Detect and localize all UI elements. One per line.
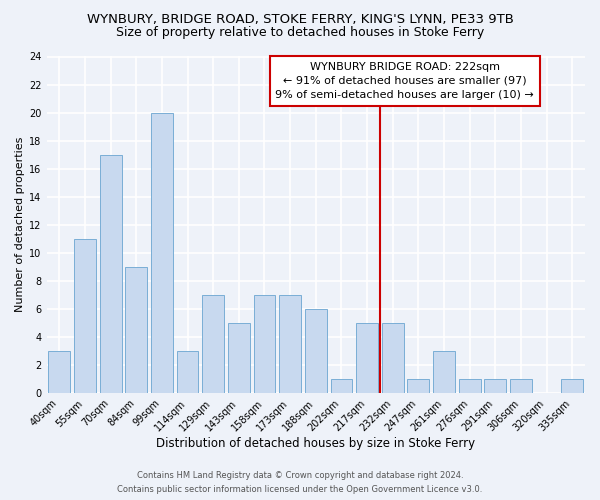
Text: WYNBURY BRIDGE ROAD: 222sqm
← 91% of detached houses are smaller (97)
9% of semi: WYNBURY BRIDGE ROAD: 222sqm ← 91% of det… [275, 62, 534, 100]
Bar [228, 323, 250, 393]
X-axis label: Distribution of detached houses by size in Stoke Ferry: Distribution of detached houses by size … [156, 437, 475, 450]
Bar [561, 379, 583, 393]
Bar [279, 295, 301, 393]
Bar [202, 295, 224, 393]
Text: WYNBURY, BRIDGE ROAD, STOKE FERRY, KING'S LYNN, PE33 9TB: WYNBURY, BRIDGE ROAD, STOKE FERRY, KING'… [86, 12, 514, 26]
Bar [459, 379, 481, 393]
Bar [356, 323, 378, 393]
Bar [176, 351, 199, 393]
Bar [382, 323, 404, 393]
Bar [433, 351, 455, 393]
Bar [510, 379, 532, 393]
Bar [100, 154, 122, 393]
Bar [484, 379, 506, 393]
Bar [74, 239, 96, 393]
Bar [254, 295, 275, 393]
Text: Contains HM Land Registry data © Crown copyright and database right 2024.
Contai: Contains HM Land Registry data © Crown c… [118, 472, 482, 494]
Y-axis label: Number of detached properties: Number of detached properties [15, 137, 25, 312]
Text: Size of property relative to detached houses in Stoke Ferry: Size of property relative to detached ho… [116, 26, 484, 39]
Bar [151, 112, 173, 393]
Bar [125, 267, 147, 393]
Bar [49, 351, 70, 393]
Bar [305, 309, 326, 393]
Bar [331, 379, 352, 393]
Bar [407, 379, 429, 393]
